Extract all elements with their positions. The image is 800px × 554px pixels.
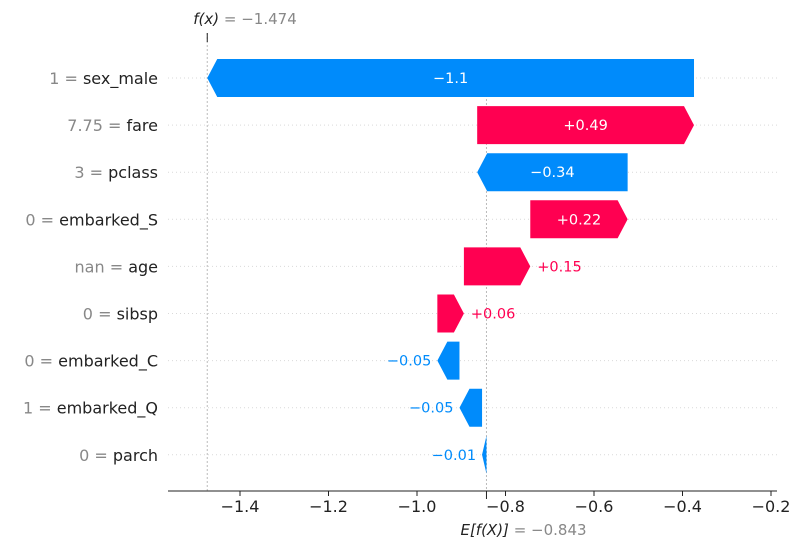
feature-value: 0 — [25, 210, 35, 229]
feature-label-embarked_C: 0 = embarked_C — [24, 352, 158, 372]
output-value-annotation: f(x) = −1.474 — [193, 10, 297, 28]
feature-equals: = — [103, 116, 127, 135]
feature-label-age: nan = age — [75, 257, 158, 276]
feature-value: nan — [75, 257, 105, 276]
feature-equals: = — [36, 210, 60, 229]
base-value-label: E[f(X)] — [460, 521, 509, 539]
feature-value: 0 — [83, 305, 93, 324]
feature-label-embarked_S: 0 = embarked_S — [25, 210, 158, 230]
feature-value: 0 — [79, 446, 89, 465]
feature-label-fare: 7.75 = fare — [67, 116, 158, 135]
feature-name: fare — [126, 116, 158, 135]
bar-pclass — [477, 153, 628, 192]
feature-value: 1 — [49, 69, 59, 88]
x-tick-label: −0.6 — [575, 497, 614, 516]
feature-equals: = — [85, 163, 109, 182]
x-tick-label: −1.0 — [398, 497, 437, 516]
bar-label-parch: −0.01 — [432, 448, 476, 464]
base-value-text: = −0.843 — [509, 521, 587, 539]
feature-name: sex_male — [83, 69, 158, 89]
feature-name: pclass — [108, 163, 158, 182]
feature-equals: = — [33, 399, 57, 418]
x-tick-label: −1.2 — [309, 497, 348, 516]
feature-label-embarked_Q: 1 = embarked_Q — [23, 399, 158, 419]
bar-label-age: +0.15 — [537, 259, 581, 275]
feature-value: 3 — [74, 163, 84, 182]
bar-sex_male — [207, 59, 695, 97]
feature-name: sibsp — [117, 305, 158, 324]
feature-equals: = — [105, 257, 129, 276]
feature-name: age — [128, 257, 158, 276]
feature-label-sibsp: 0 = sibsp — [83, 305, 158, 324]
feature-value: 7.75 — [67, 116, 103, 135]
bar-label-sex_male: −1.1 — [433, 71, 468, 87]
feature-equals: = — [89, 446, 113, 465]
bar-label-embarked_C: −0.05 — [387, 354, 431, 370]
feature-name: embarked_S — [59, 210, 158, 230]
output-value-text: = −1.474 — [219, 10, 297, 28]
feature-name: embarked_C — [58, 352, 158, 372]
feature-name: parch — [113, 446, 158, 465]
x-tick-label: −0.2 — [752, 497, 791, 516]
output-value-label: f(x) — [193, 10, 219, 28]
feature-name: embarked_Q — [57, 399, 158, 419]
bar-age — [463, 247, 531, 286]
bar-fare — [477, 106, 695, 145]
x-tick-label: −0.8 — [486, 497, 525, 516]
x-tick-label: −0.4 — [663, 497, 702, 516]
bar-embarked_S — [530, 200, 628, 239]
bar-embarked_C — [437, 341, 460, 380]
bar-label-pclass: −0.34 — [530, 165, 574, 181]
feature-value: 1 — [23, 399, 33, 418]
feature-label-parch: 0 = parch — [79, 446, 158, 465]
feature-equals: = — [59, 69, 83, 88]
bar-label-fare: +0.49 — [563, 118, 607, 134]
feature-equals: = — [93, 305, 117, 324]
bar-embarked_Q — [459, 388, 483, 427]
feature-value: 0 — [24, 352, 34, 371]
bar-label-embarked_S: +0.22 — [557, 212, 601, 228]
feature-equals: = — [35, 352, 59, 371]
bar-parch — [482, 435, 487, 474]
bar-label-sibsp: +0.06 — [471, 307, 515, 323]
x-tick-label: −1.4 — [221, 497, 260, 516]
feature-label-sex_male: 1 = sex_male — [49, 69, 158, 89]
bar-sibsp — [437, 294, 464, 333]
base-value-annotation: E[f(X)] = −0.843 — [460, 521, 586, 539]
feature-label-pclass: 3 = pclass — [74, 163, 158, 182]
bar-label-embarked_Q: −0.05 — [409, 401, 453, 417]
